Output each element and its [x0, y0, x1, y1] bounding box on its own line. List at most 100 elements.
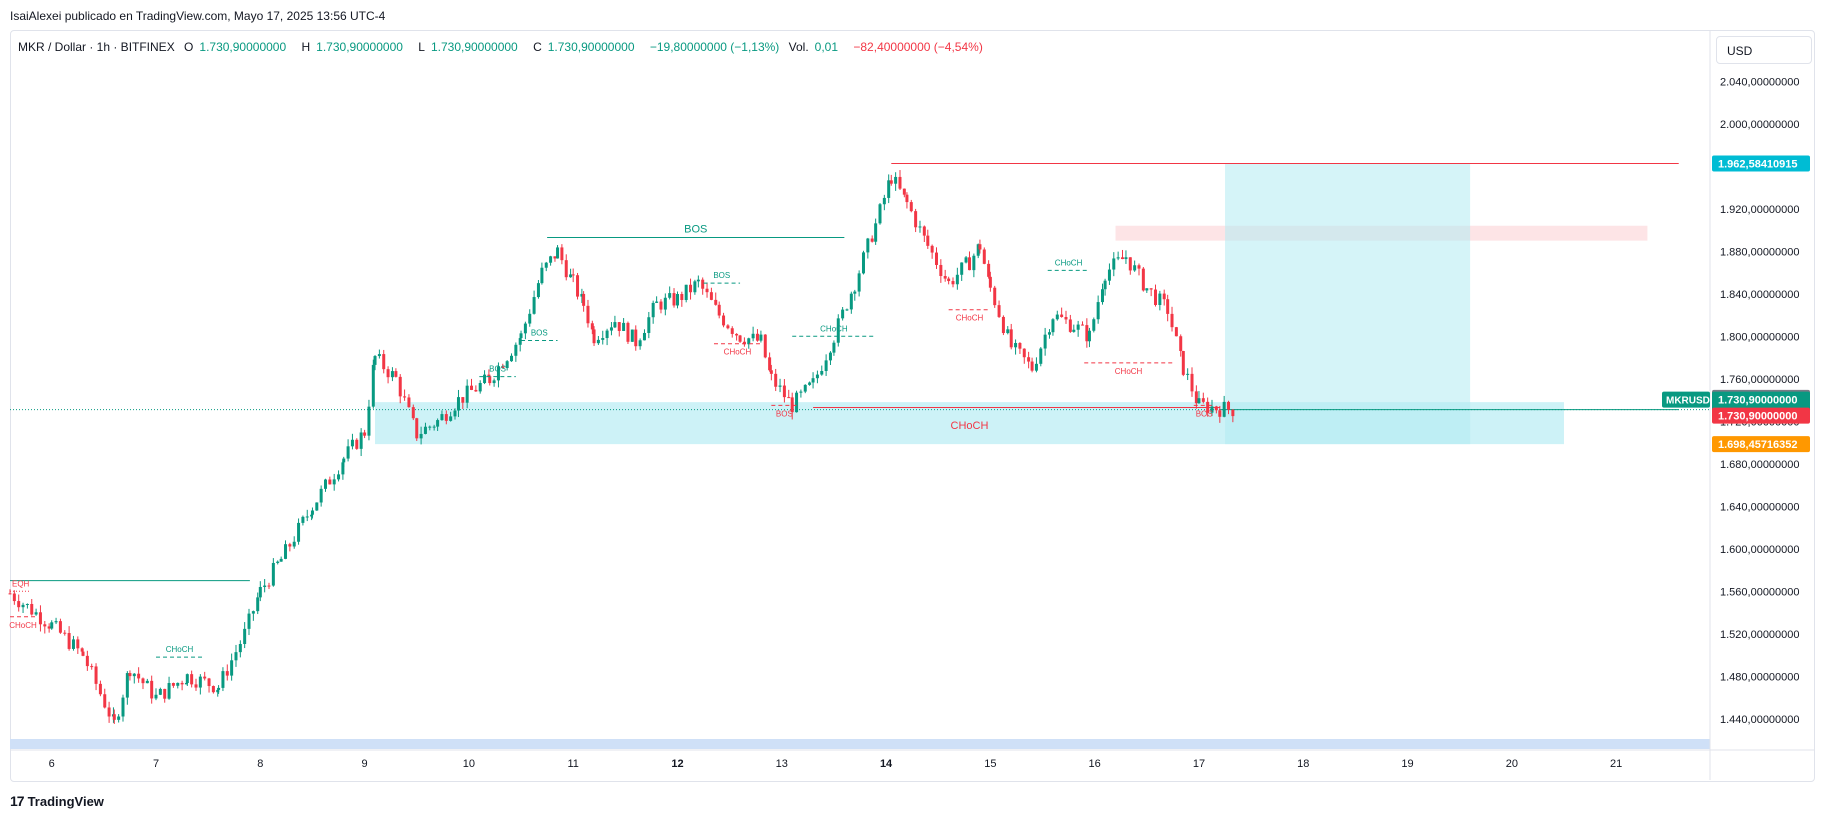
time-axis-tick: 21	[1610, 758, 1622, 770]
candle-body	[874, 223, 878, 242]
candle-body	[853, 291, 857, 294]
price-axis-tick: 1.880,00000000	[1720, 246, 1800, 258]
candle-body	[30, 603, 34, 615]
candle-body	[978, 244, 982, 250]
candle-body	[158, 688, 162, 695]
candle-body	[982, 249, 986, 264]
candle-body	[50, 622, 54, 629]
candle-body	[263, 585, 267, 587]
candle-body	[1128, 257, 1132, 271]
candle-body	[8, 593, 12, 595]
candle-body	[514, 344, 518, 356]
candle-body	[1179, 336, 1183, 352]
candle-body	[778, 385, 782, 387]
price-tag-text: 1.730,90000000	[1718, 411, 1798, 423]
legend-volume-value: 0,01	[814, 40, 839, 54]
candle-body	[284, 544, 288, 559]
candle-body	[939, 264, 943, 277]
candle-body	[832, 342, 836, 353]
candle-body	[1166, 299, 1170, 314]
candle-body	[894, 176, 898, 184]
candle-body	[576, 275, 580, 297]
bottom-range-strip	[10, 739, 1710, 749]
candle-body	[951, 281, 955, 285]
candle-body	[377, 354, 381, 357]
candle-body	[297, 522, 301, 542]
tradingview-logo[interactable]: 17 TradingView	[10, 793, 104, 809]
legend-close-value: 1.730,90000000	[547, 40, 635, 54]
candle-body	[811, 378, 815, 383]
candle-body	[132, 673, 136, 677]
position-target-zone	[1225, 163, 1471, 445]
candle-body	[1133, 265, 1137, 271]
candle-body	[1124, 257, 1128, 260]
candle-body	[680, 294, 684, 300]
candle-body	[1034, 363, 1038, 371]
candle-body	[301, 516, 305, 523]
candle-body	[382, 354, 386, 370]
candle-body	[487, 374, 491, 377]
price-axis-tick: 2.040,00000000	[1720, 76, 1800, 88]
candle-body	[751, 333, 755, 339]
candle-body	[415, 418, 419, 439]
candle-body	[465, 385, 469, 403]
structure-label-choch: CHoCH	[1055, 258, 1083, 267]
time-axis-tick: 8	[257, 758, 263, 770]
candle-body	[310, 514, 314, 517]
candle-body	[190, 674, 194, 685]
structure-label-choch: CHoCH	[1115, 367, 1143, 376]
candle-body	[423, 426, 427, 434]
candle-body	[601, 338, 605, 340]
candle-body	[1206, 401, 1210, 413]
candle-body	[1081, 324, 1085, 326]
candle-body	[1092, 319, 1096, 331]
chart-frame	[10, 30, 1815, 782]
candle-body	[1174, 327, 1178, 337]
candle-body	[80, 648, 84, 652]
candle-body	[540, 267, 544, 284]
candle-body	[216, 689, 220, 693]
tradingview-brand: TradingView	[27, 793, 104, 809]
candle-body	[346, 446, 350, 459]
candle-body	[163, 688, 167, 699]
candle-body	[1145, 288, 1149, 291]
candle-body	[532, 297, 536, 314]
candle-body	[38, 612, 42, 625]
candle-body	[180, 682, 184, 685]
ohlc-legend: MKR / Dollar · 1h · BITFINEX O 1.730,9000…	[18, 40, 989, 54]
candle-body	[592, 329, 596, 344]
candle-body	[976, 244, 980, 256]
candle-body	[696, 279, 700, 282]
currency-button[interactable]: USD	[1716, 36, 1812, 64]
candle-body	[432, 426, 436, 428]
candle-body	[922, 226, 926, 236]
candle-body	[258, 586, 262, 598]
candle-body	[355, 439, 359, 449]
candle-body	[909, 202, 913, 212]
candle-body	[98, 683, 102, 695]
candle-body	[103, 694, 107, 708]
candle-body	[58, 621, 62, 633]
candle-body	[968, 257, 972, 271]
candle-body	[247, 613, 251, 629]
candle-body	[1227, 401, 1231, 410]
candle-body	[1231, 409, 1235, 417]
candle-body	[292, 541, 296, 547]
candle-body	[398, 376, 402, 397]
candle-body	[769, 370, 773, 374]
candle-body	[150, 680, 154, 699]
price-tag-text: 1.698,45716352	[1718, 439, 1798, 451]
candle-body	[1072, 329, 1076, 332]
candle-body	[870, 238, 874, 242]
time-axis-tick: 18	[1297, 758, 1309, 770]
legend-symbol[interactable]: MKR / Dollar · 1h · BITFINEX	[18, 40, 175, 54]
time-axis-tick: 20	[1506, 758, 1518, 770]
candle-body	[988, 276, 992, 288]
candle-body	[145, 680, 149, 684]
time-axis-tick: 19	[1401, 758, 1413, 770]
time-axis-tick: 17	[1193, 758, 1205, 770]
structure-label-choch: CHoCH	[724, 348, 752, 357]
candle-body	[1120, 257, 1124, 260]
candle-body	[787, 397, 791, 399]
